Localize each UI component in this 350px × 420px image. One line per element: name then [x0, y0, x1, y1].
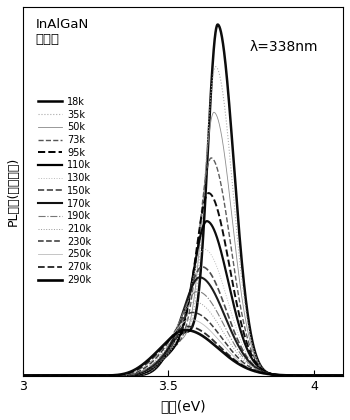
Text: InAlGaN
量子井: InAlGaN 量子井	[36, 18, 89, 46]
Legend: 18k, 35k, 50k, 73k, 95k, 110k, 130k, 150k, 170k, 190k, 210k, 230k, 250k, 270k, 2: 18k, 35k, 50k, 73k, 95k, 110k, 130k, 150…	[34, 93, 95, 289]
Y-axis label: PL強度(任意單位): PL強度(任意單位)	[7, 157, 20, 226]
X-axis label: 能量(eV): 能量(eV)	[160, 399, 206, 413]
Text: λ=338nm: λ=338nm	[250, 40, 318, 54]
